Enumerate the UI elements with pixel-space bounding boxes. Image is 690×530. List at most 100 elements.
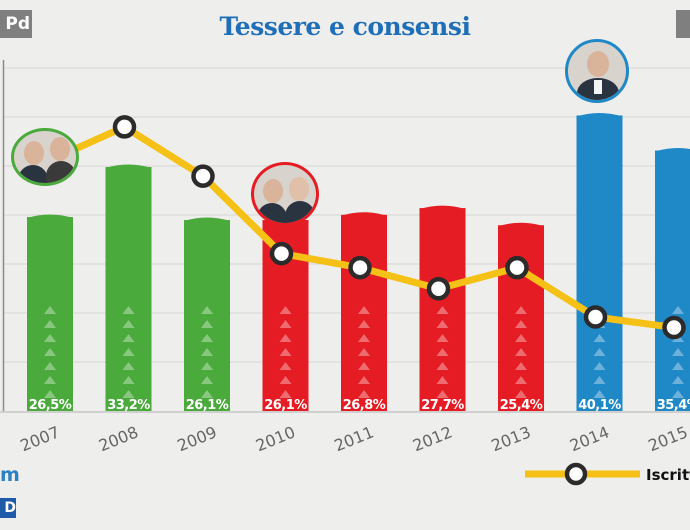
- line-point: [426, 277, 451, 301]
- bar-value-label: 25,4%: [500, 398, 543, 413]
- bar-arrow: [436, 334, 449, 342]
- bar: [184, 220, 230, 412]
- bar-arrow: [672, 376, 684, 384]
- bar-arrow: [593, 334, 606, 342]
- legend: [525, 462, 640, 486]
- line-point: [662, 315, 686, 340]
- bar-value-label: 26,1%: [186, 398, 229, 413]
- x-tick-label: 2012: [410, 422, 455, 455]
- bar-arrow: [515, 376, 527, 384]
- data-labels: 26,5% 33,2% 26,1% 26,1% 26,8% 27,7% 25,4% 40,1%…: [29, 398, 690, 413]
- bar-arrow: [436, 362, 449, 370]
- bar-arrow: [201, 362, 213, 370]
- legend-label: Iscritti: [646, 466, 690, 484]
- bar-cap: [498, 222, 544, 227]
- line-point: [269, 241, 294, 266]
- bar-arrow: [358, 390, 370, 398]
- x-tick-label: 2010: [253, 422, 298, 455]
- bar-cap: [341, 212, 387, 216]
- bar: [105, 166, 152, 412]
- bar: [498, 225, 544, 412]
- bar-arrow: [672, 306, 684, 314]
- chart-title: Tessere e consensi: [219, 12, 471, 41]
- bar-arrow: [44, 334, 56, 342]
- bar-arrow: [279, 306, 292, 314]
- bar-arrow: [201, 390, 213, 398]
- bar-arrow: [279, 376, 292, 384]
- bar-arrow: [44, 306, 56, 314]
- bar-arrow: [593, 376, 606, 384]
- bar-cap: [655, 148, 690, 152]
- x-tick-label: 2014: [567, 422, 612, 455]
- corner-tab: [676, 10, 690, 38]
- x-tick-labels: 2007 2008 2009 2010 2011 2012 2013 2014 2015: [18, 422, 690, 455]
- bar-arrow: [436, 320, 449, 328]
- bar-value-label: 26,5%: [29, 398, 72, 413]
- party-tag: Pd: [0, 10, 32, 38]
- bar-value-label: 27,7%: [421, 398, 464, 413]
- bar-arrow: [358, 376, 370, 384]
- bar-value-label: 26,1%: [264, 398, 307, 413]
- bar-arrow: [279, 390, 292, 398]
- bar-arrow: [436, 390, 449, 398]
- bar-cap: [419, 205, 466, 210]
- line-point: [112, 115, 137, 139]
- bar-arrow: [122, 362, 135, 370]
- brand-logo-top: m: [0, 464, 20, 486]
- bar-arrow: [593, 348, 606, 356]
- bar-arrow: [515, 348, 527, 356]
- bar: [576, 115, 623, 412]
- line-point: [348, 255, 372, 280]
- bar-cap: [576, 112, 623, 117]
- bar-cap: [184, 217, 230, 222]
- bar-arrow: [672, 390, 684, 398]
- leader-photo-2014: [565, 39, 629, 103]
- x-tick-label: 2008: [96, 422, 141, 455]
- bar-value-label: 35,4%: [657, 398, 690, 413]
- bar-arrow: [593, 390, 606, 398]
- bar-arrow: [279, 334, 292, 342]
- bar: [419, 208, 466, 412]
- bar-arrow: [44, 390, 56, 398]
- bar-arrow: [358, 334, 370, 342]
- bar-arrow: [515, 334, 527, 342]
- bar-arrow: [201, 334, 213, 342]
- bar-arrow: [201, 306, 213, 314]
- bar-arrow: [436, 348, 449, 356]
- bar-value-label: 26,8%: [343, 398, 386, 413]
- bar: [655, 150, 690, 412]
- line-point: [191, 164, 215, 188]
- bar-arrow: [672, 348, 684, 356]
- bar-arrow: [201, 376, 213, 384]
- bar: [27, 217, 73, 412]
- bars: [27, 112, 690, 412]
- bar-arrow: [44, 376, 56, 384]
- leader-photo-2009: [251, 162, 319, 226]
- bar-arrow: [122, 320, 135, 328]
- bar-arrow: [122, 306, 135, 314]
- bar-value-label: 40,1%: [578, 398, 621, 413]
- legend-point-sample: [564, 462, 588, 486]
- bar-arrow: [358, 348, 370, 356]
- line-point: [583, 305, 608, 329]
- iscritti-line: [34, 115, 686, 340]
- bar-arrow: [515, 306, 527, 314]
- x-tick-label: 2013: [489, 422, 534, 455]
- bar-arrow: [436, 376, 449, 384]
- bar-arrow: [201, 320, 213, 328]
- bar-cap: [27, 214, 73, 219]
- bar-arrow: [44, 362, 56, 370]
- bar-arrow: [515, 320, 527, 328]
- x-tick-label: 2011: [332, 422, 377, 455]
- bar-arrow: [122, 348, 135, 356]
- bar-arrow: [358, 362, 370, 370]
- bar-arrow: [122, 390, 135, 398]
- bar-arrow: [44, 348, 56, 356]
- bar-value-label: 33,2%: [107, 398, 150, 413]
- bar-arrow: [201, 348, 213, 356]
- bar-arrow: [44, 320, 56, 328]
- x-tick-label: 2007: [18, 422, 63, 455]
- bar-arrow: [672, 362, 684, 370]
- bar-arrow: [279, 348, 292, 356]
- bar-arrow: [122, 376, 135, 384]
